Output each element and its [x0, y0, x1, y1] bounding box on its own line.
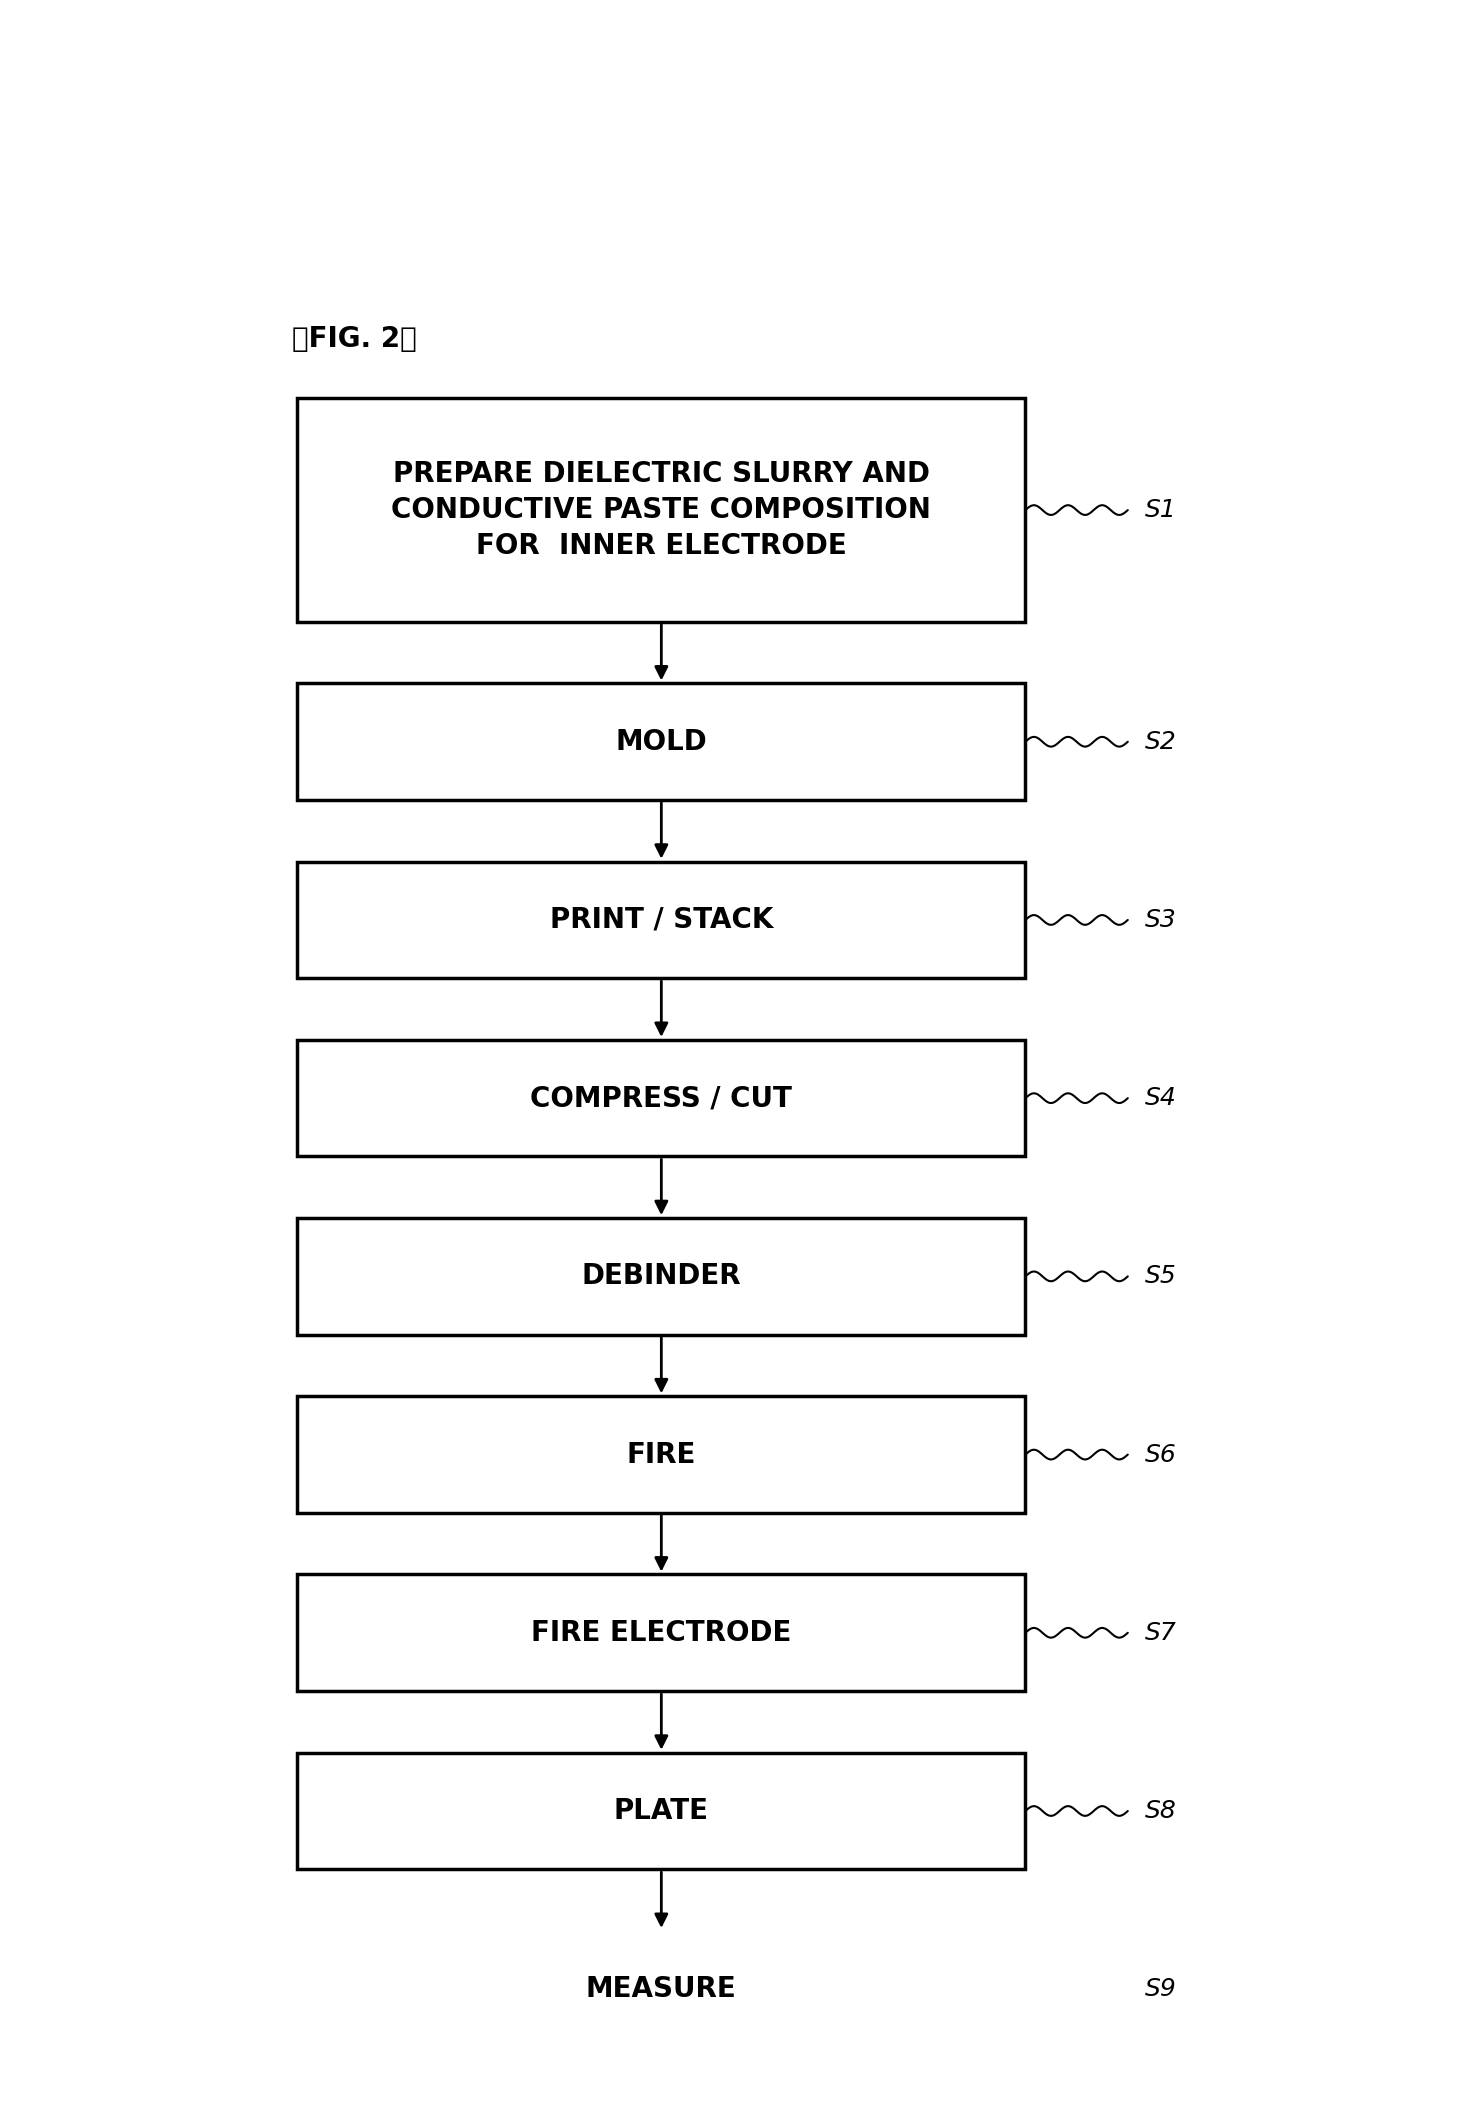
- Text: FIRE: FIRE: [627, 1441, 696, 1469]
- Bar: [297, 398, 1026, 623]
- Text: S6: S6: [1145, 1443, 1177, 1466]
- Text: FIRE ELECTRODE: FIRE ELECTRODE: [531, 1618, 791, 1647]
- Bar: [297, 1753, 1026, 1868]
- Bar: [297, 1574, 1026, 1692]
- Text: PREPARE DIELECTRIC SLURRY AND
CONDUCTIVE PASTE COMPOSITION
FOR  INNER ELECTRODE: PREPARE DIELECTRIC SLURRY AND CONDUCTIVE…: [392, 461, 931, 560]
- Bar: [297, 1931, 1026, 2047]
- Bar: [297, 1039, 1026, 1157]
- Text: MEASURE: MEASURE: [586, 1976, 737, 2003]
- Text: DEBINDER: DEBINDER: [581, 1262, 741, 1290]
- Bar: [297, 863, 1026, 978]
- Text: S7: S7: [1145, 1620, 1177, 1645]
- Text: S1: S1: [1145, 499, 1177, 522]
- Text: S2: S2: [1145, 730, 1177, 753]
- Text: S3: S3: [1145, 909, 1177, 932]
- Text: S5: S5: [1145, 1265, 1177, 1288]
- Bar: [297, 1397, 1026, 1513]
- Text: PLATE: PLATE: [614, 1797, 709, 1824]
- Text: S9: S9: [1145, 1978, 1177, 2001]
- Bar: [297, 1218, 1026, 1334]
- Text: S4: S4: [1145, 1086, 1177, 1111]
- Text: PRINT / STACK: PRINT / STACK: [549, 907, 774, 934]
- Text: COMPRESS / CUT: COMPRESS / CUT: [530, 1084, 793, 1113]
- Text: S8: S8: [1145, 1799, 1177, 1822]
- Text: 』FIG. 2】: 』FIG. 2】: [292, 326, 417, 353]
- Text: MOLD: MOLD: [615, 728, 708, 755]
- Bar: [297, 684, 1026, 800]
